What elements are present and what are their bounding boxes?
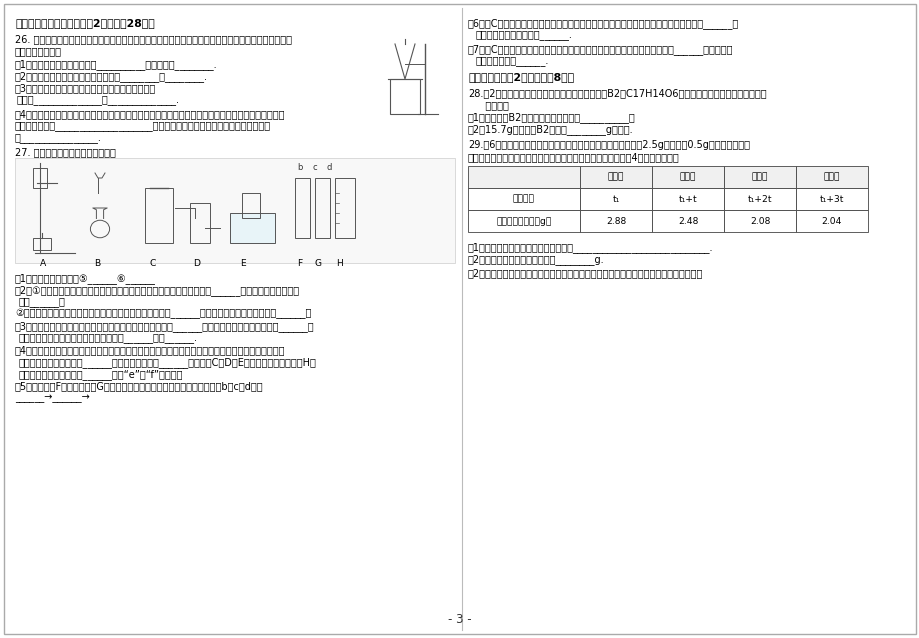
Text: （1）写出仪器的名称：⑤______⑥______: （1）写出仪器的名称：⑤______⑥______ [15,273,155,284]
Text: 的化学方程式为______.: 的化学方程式为______. [475,56,549,66]
Text: t₁+2t: t₁+2t [747,195,771,204]
Bar [190,203,210,243]
Text: 式：______；: 式：______； [19,297,66,307]
Bar [295,178,310,238]
Text: （2）完全反应后产生氧气的质量________g.: （2）完全反应后产生氧气的质量________g. [468,254,604,265]
Text: 取二氧化碳，发生装置用______装置，收集装置用______装置（在C、D、E中选择），若使用装置H收: 取二氧化碳，发生装置用______装置，收集装置用______装置（在C、D、E… [19,357,316,368]
Bar [335,178,355,238]
Text: （2）请指出操作错误地方（写两种）：________；________.: （2）请指出操作错误地方（写两种）：________；________. [15,71,208,82]
Text: 2.48: 2.48 [677,216,698,225]
Bar [314,178,330,238]
Text: 加热该混合物（假设杂质不参加反应），称量剩余固体质量，剔4次记录如下表：: 加热该混合物（假设杂质不参加反应），称量剩余固体质量，剔4次记录如下表： [468,152,679,162]
Text: （5）利用装置F（装满水）、G收集氧气并测量其体积，则接口的顺序为（填b、c、d）：: （5）利用装置F（装满水）、G收集氧气并测量其体积，则接口的顺序为（填b、c、d… [15,381,264,391]
Text: 进行过滤，请问：: 进行过滤，请问： [15,46,62,56]
Bar [579,188,652,210]
Bar [723,166,795,188]
Text: ______→______→: ______→______→ [15,393,90,403]
Bar [33,168,47,188]
Bar [468,210,579,232]
Bar [390,79,420,114]
Bar [579,166,652,188]
Text: F: F [297,259,302,268]
Text: t₁: t₁ [612,195,619,204]
Text: H: H [336,259,343,268]
Bar [795,210,867,232]
Text: ②若改用高锄酸鿨制取氧气，需改进装置，在试管口塞一团______，发生反应的化学方程式为：______；: ②若改用高锄酸鿨制取氧气，需改进装置，在试管口塞一团______，发生反应的化学… [15,309,311,320]
Text: 第三次: 第三次 [751,172,767,181]
Text: 2.08: 2.08 [749,216,769,225]
Text: 29.（6分）某同学为了测定氯酸鿨样品中氯酸鿨的质量分数，卦2.5g该样品与0.5g二氧化锤混合，: 29.（6分）某同学为了测定氯酸鿨样品中氯酸鿨的质量分数，卦2.5g该样品与0.… [468,140,749,150]
Text: （1）黄曲霉素B2中元素的原子个数比为__________；: （1）黄曲霉素B2中元素的原子个数比为__________； [468,112,635,123]
Text: （2）①实验室用氯酸鿨和二氧化锤作为原料制取氧气，选择的发生装置是______；发生反应的化学方程: （2）①实验室用氯酸鿨和二氧化锤作为原料制取氧气，选择的发生装置是______；… [15,285,300,296]
Text: 第四次: 第四次 [823,172,839,181]
Text: （4）改进后过滤，得到了澄清透明的水，他兴奋的宣布：我终于制得了纯净水了！对此，你有没有不同: （4）改进后过滤，得到了澄清透明的水，他兴奋的宣布：我终于制得了纯净水了！对此，… [15,109,285,119]
Text: 剩余固体的质量（g）: 剩余固体的质量（g） [495,216,551,225]
Text: 三、实验与探究（本题包括2小题，共28分）: 三、实验与探究（本题包括2小题，共28分） [15,18,154,28]
Text: 2.04: 2.04 [821,216,841,225]
Text: d: d [326,163,332,172]
Text: 的看法？理由是____________________，若要制得纯净的水，还需要采取的净化方法: 的看法？理由是____________________，若要制得纯净的水，还需要… [15,121,271,131]
Text: D: D [193,259,200,268]
Text: （7）用C装置做硒在氧气中燃烧的实验，应该在集気瓶里放入少量水，目的是______，发生反应: （7）用C装置做硒在氧气中燃烧的实验，应该在集気瓶里放入少量水，目的是_____… [468,44,732,55]
Text: A: A [40,259,46,268]
Text: c: c [312,163,317,172]
Bar [33,238,51,250]
Text: 集二氧化碳，则气体应从______（填“e”或“f”）通入；: 集二氧化碳，则气体应从______（填“e”或“f”）通入； [19,369,183,380]
Text: G: G [314,259,321,268]
Bar [652,210,723,232]
Text: 27. 结合下列实验装置图回答问题：: 27. 结合下列实验装置图回答问题： [15,147,116,157]
Bar [723,188,795,210]
Text: t₁+t: t₁+t [678,195,697,204]
Bar [652,188,723,210]
Text: （1）图中还缺少的一种仪器是__________；其作用是________.: （1）图中还缺少的一种仪器是__________；其作用是________. [15,59,218,70]
Bar [723,210,795,232]
Text: 2.88: 2.88 [606,216,626,225]
Text: C: C [150,259,156,268]
Text: （3）过滤后观察发现，滤液仍然浑浊，可能是（写两: （3）过滤后观察发现，滤液仍然浑浊，可能是（写两 [15,83,156,93]
Text: 种）：______________；______________.: 种）：______________；______________. [17,95,180,105]
Bar [795,166,867,188]
Text: - 3 -: - 3 - [448,613,471,626]
Text: （2）15.7g黄曲霉素B2中含有________g氧元素.: （2）15.7g黄曲霉素B2中含有________g氧元素. [468,124,633,135]
Text: 第一次: 第一次 [607,172,624,181]
Text: 发生反应的化学方程式为______.: 发生反应的化学方程式为______. [475,30,573,40]
Bar [242,193,260,218]
Text: （6）用C装置做鐵丝在氧气中燃烧的实验，应该在集气瓶里预留少量水或者细砂，目的是______，: （6）用C装置做鐵丝在氧气中燃烧的实验，应该在集气瓶里预留少量水或者细砂，目的是… [468,18,739,29]
Bar [579,210,652,232]
Text: t₁+3t: t₁+3t [819,195,844,204]
Text: 第二次: 第二次 [679,172,696,181]
Text: 四、解答题（共2小题，满分8分）: 四、解答题（共2小题，满分8分） [468,72,573,82]
Text: 加热时间: 加热时间 [513,195,535,204]
Text: 请回答：: 请回答： [475,100,508,110]
Bar [230,213,275,243]
Text: b: b [297,163,302,172]
Text: 26. 小军同学将浑浊的河水样品倒入烧杯中，先加入明矾粉末搂拌溶解，静置一会后，用右图所示的装置: 26. 小军同学将浑浊的河水样品倒入烧杯中，先加入明矾粉末搂拌溶解，静置一会后，… [15,34,291,44]
Text: （3）如果用过氧化氢溶液制取氧气可以选用的发生装置是：______，则发生反应的化学方程式为______；: （3）如果用过氧化氢溶液制取氧气可以选用的发生装置是：______，则发生反应的… [15,321,314,332]
Bar [652,166,723,188]
Bar [145,188,173,243]
Bar [468,188,579,210]
Text: （1）不再进行第五次实验记录的原因是____________________________.: （1）不再进行第五次实验记录的原因是______________________… [468,242,713,253]
Text: （4）二氧化碳是一种能溶于水的气体，密度比空气大，实验室中常用固体碳酸馒与液体稀盐酸反应来制: （4）二氧化碳是一种能溶于水的气体，密度比空气大，实验室中常用固体碳酸馒与液体稀… [15,345,285,355]
Text: 是________________.: 是________________. [15,133,102,143]
Bar [795,188,867,210]
Text: 为了控制反应的速率，可以将该装置中的______改为______.: 为了控制反应的速率，可以将该装置中的______改为______. [19,333,198,343]
Text: E: E [240,259,245,268]
Text: B: B [94,259,100,268]
Text: （2）该样品中氯酸鿨的质量分数是多少？（要求：写出计算过程，结果保留一位小数。）: （2）该样品中氯酸鿨的质量分数是多少？（要求：写出计算过程，结果保留一位小数。） [468,268,703,278]
Text: 28.（2分）地沟油中含有一种强烈致癌物黄曲霉素B2（C17H14O6），长期食用会引起消化道癌变，: 28.（2分）地沟油中含有一种强烈致癌物黄曲霉素B2（C17H14O6），长期食… [468,88,766,98]
Bar [468,166,579,188]
Bar [15,158,455,263]
